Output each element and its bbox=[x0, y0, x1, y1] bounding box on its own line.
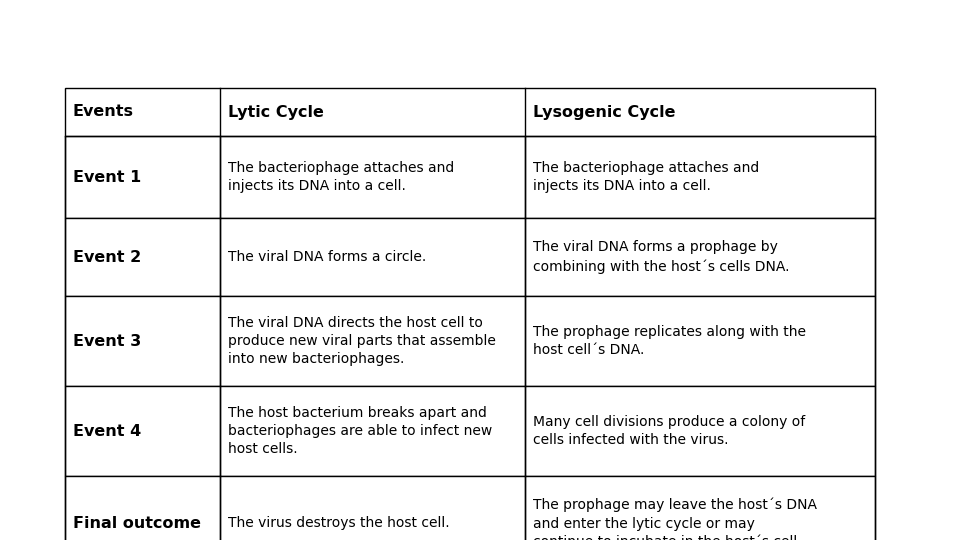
Text: Event 1: Event 1 bbox=[73, 170, 141, 185]
Text: The viral DNA forms a circle.: The viral DNA forms a circle. bbox=[228, 250, 426, 264]
Text: The viral DNA forms a prophage by
combining with the host´s cells DNA.: The viral DNA forms a prophage by combin… bbox=[533, 240, 789, 274]
Text: The prophage replicates along with the
host cell´s DNA.: The prophage replicates along with the h… bbox=[533, 325, 806, 357]
Text: The viral DNA directs the host cell to
produce new viral parts that assemble
int: The viral DNA directs the host cell to p… bbox=[228, 315, 496, 367]
Text: Event 2: Event 2 bbox=[73, 249, 141, 265]
Text: Lysogenic Cycle: Lysogenic Cycle bbox=[533, 105, 676, 119]
Text: Event 4: Event 4 bbox=[73, 423, 141, 438]
Text: Many cell divisions produce a colony of
cells infected with the virus.: Many cell divisions produce a colony of … bbox=[533, 415, 805, 447]
Bar bbox=[65, 88, 875, 540]
Bar bbox=[65, 476, 875, 540]
Bar bbox=[65, 296, 875, 386]
Text: The host bacterium breaks apart and
bacteriophages are able to infect new
host c: The host bacterium breaks apart and bact… bbox=[228, 406, 492, 456]
Bar bbox=[65, 386, 875, 476]
Bar bbox=[65, 218, 875, 296]
Text: Final outcome: Final outcome bbox=[73, 516, 201, 531]
Text: The bacteriophage attaches and
injects its DNA into a cell.: The bacteriophage attaches and injects i… bbox=[533, 161, 759, 193]
Text: Lytic Cycle: Lytic Cycle bbox=[228, 105, 324, 119]
Text: Events: Events bbox=[73, 105, 134, 119]
Text: The virus destroys the host cell.: The virus destroys the host cell. bbox=[228, 516, 449, 530]
Text: Event 3: Event 3 bbox=[73, 334, 141, 348]
Text: The prophage may leave the host´s DNA
and enter the lytic cycle or may
continue : The prophage may leave the host´s DNA an… bbox=[533, 498, 817, 540]
Bar bbox=[65, 136, 875, 218]
Text: The bacteriophage attaches and
injects its DNA into a cell.: The bacteriophage attaches and injects i… bbox=[228, 161, 454, 193]
